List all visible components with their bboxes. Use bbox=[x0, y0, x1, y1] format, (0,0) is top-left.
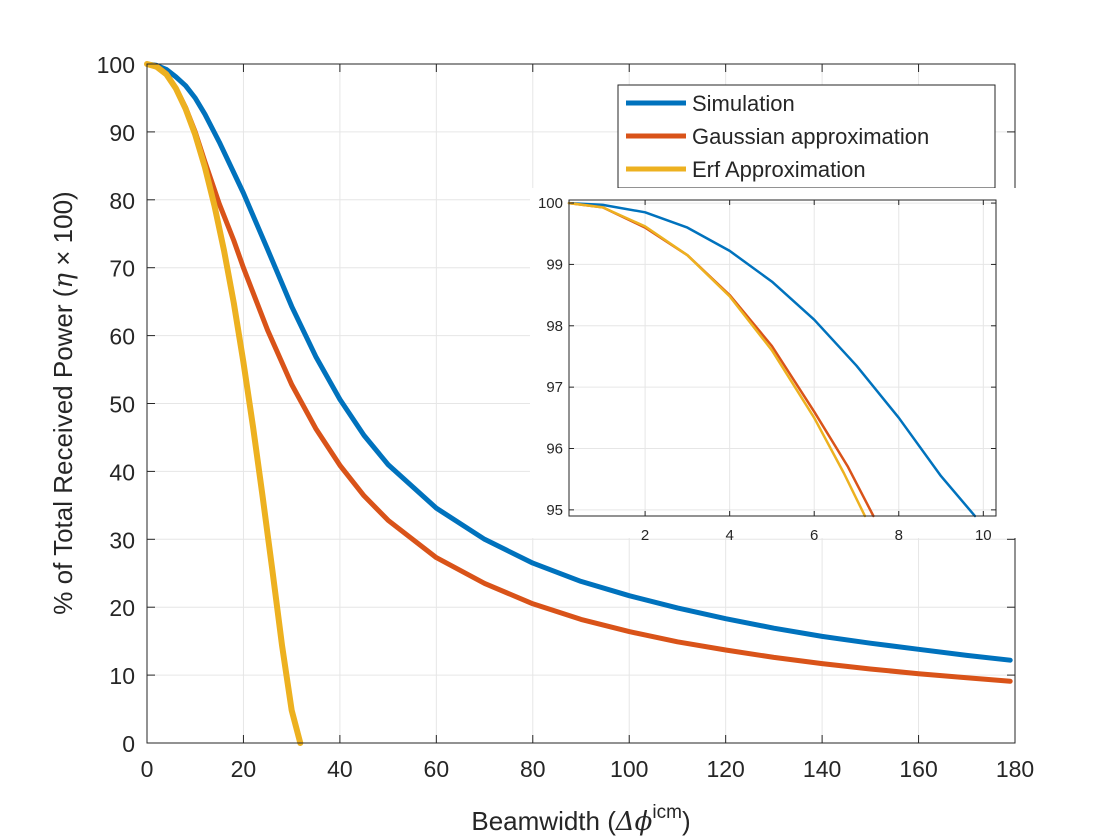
main-x-tick-label: 40 bbox=[327, 756, 353, 782]
main-y-tick-label: 20 bbox=[109, 595, 135, 621]
main-series bbox=[144, 61, 1013, 746]
main-ticks: 0 20 40 60 80 100 120 140 160 180 0 10 20 30 40 50 60 70 8… bbox=[97, 52, 1035, 782]
inset-y-tick-label: 95 bbox=[546, 502, 563, 519]
main-x-tick-label: 0 bbox=[141, 756, 154, 782]
inset-plot: 2 4 6 8 10 95 96 97 98 99 100 bbox=[530, 188, 1017, 544]
main-y-tick-label: 100 bbox=[97, 52, 135, 78]
inset-y-tick-label: 97 bbox=[546, 379, 563, 396]
main-y-tick-label: 70 bbox=[109, 256, 135, 282]
inset-y-tick-label: 98 bbox=[546, 318, 563, 335]
inset-series bbox=[567, 201, 977, 518]
inset-series-line-simulation bbox=[567, 201, 977, 518]
legend-label-erf: Erf Approximation bbox=[692, 157, 866, 182]
main-x-tick-label: 180 bbox=[996, 756, 1034, 782]
main-y-tick-label: 50 bbox=[109, 392, 135, 418]
main-y-tick-label: 90 bbox=[109, 120, 135, 146]
inset-series-line-erf bbox=[567, 201, 867, 518]
inset-x-tick-label: 8 bbox=[895, 527, 903, 544]
inset-plot-area bbox=[569, 200, 996, 516]
inset-x-tick-label: 10 bbox=[975, 527, 992, 544]
main-x-tick-label: 120 bbox=[706, 756, 744, 782]
inset-plot-frame bbox=[568, 199, 997, 517]
main-x-tick-label: 140 bbox=[803, 756, 841, 782]
main-x-tick-label: 100 bbox=[610, 756, 648, 782]
inset-x-tick-label: 6 bbox=[810, 527, 818, 544]
x-axis-label: Beamwidth (Δϕicm) bbox=[471, 802, 690, 837]
inset-ticks: 2 4 6 8 10 95 96 97 98 99 100 bbox=[538, 195, 996, 544]
main-y-tick-label: 80 bbox=[109, 188, 135, 214]
legend-label-simulation: Simulation bbox=[692, 91, 795, 116]
main-x-tick-label: 20 bbox=[231, 756, 257, 782]
main-y-tick-label: 30 bbox=[109, 527, 135, 553]
main-series-line-erf bbox=[144, 61, 304, 746]
inset-grid bbox=[569, 200, 996, 516]
main-y-tick-label: 40 bbox=[109, 459, 135, 485]
main-x-tick-label: 80 bbox=[520, 756, 546, 782]
inset-y-tick-label: 99 bbox=[546, 256, 563, 273]
main-y-tick-label: 10 bbox=[109, 663, 135, 689]
legend: Simulation Gaussian approximation Erf Ap… bbox=[617, 84, 996, 189]
y-axis-label: % of Total Received Power (η × 100) bbox=[48, 191, 79, 614]
inset-x-tick-label: 2 bbox=[641, 527, 649, 544]
main-x-tick-label: 60 bbox=[424, 756, 450, 782]
main-series-line-simulation bbox=[144, 61, 1013, 663]
main-y-tick-label: 0 bbox=[122, 731, 135, 757]
main-y-tick-label: 60 bbox=[109, 324, 135, 350]
legend-label-gaussian: Gaussian approximation bbox=[692, 124, 929, 149]
main-x-tick-label: 160 bbox=[899, 756, 937, 782]
inset-x-tick-label: 4 bbox=[725, 527, 733, 544]
inset-y-tick-label: 100 bbox=[538, 195, 563, 212]
inset-y-tick-label: 96 bbox=[546, 441, 563, 458]
